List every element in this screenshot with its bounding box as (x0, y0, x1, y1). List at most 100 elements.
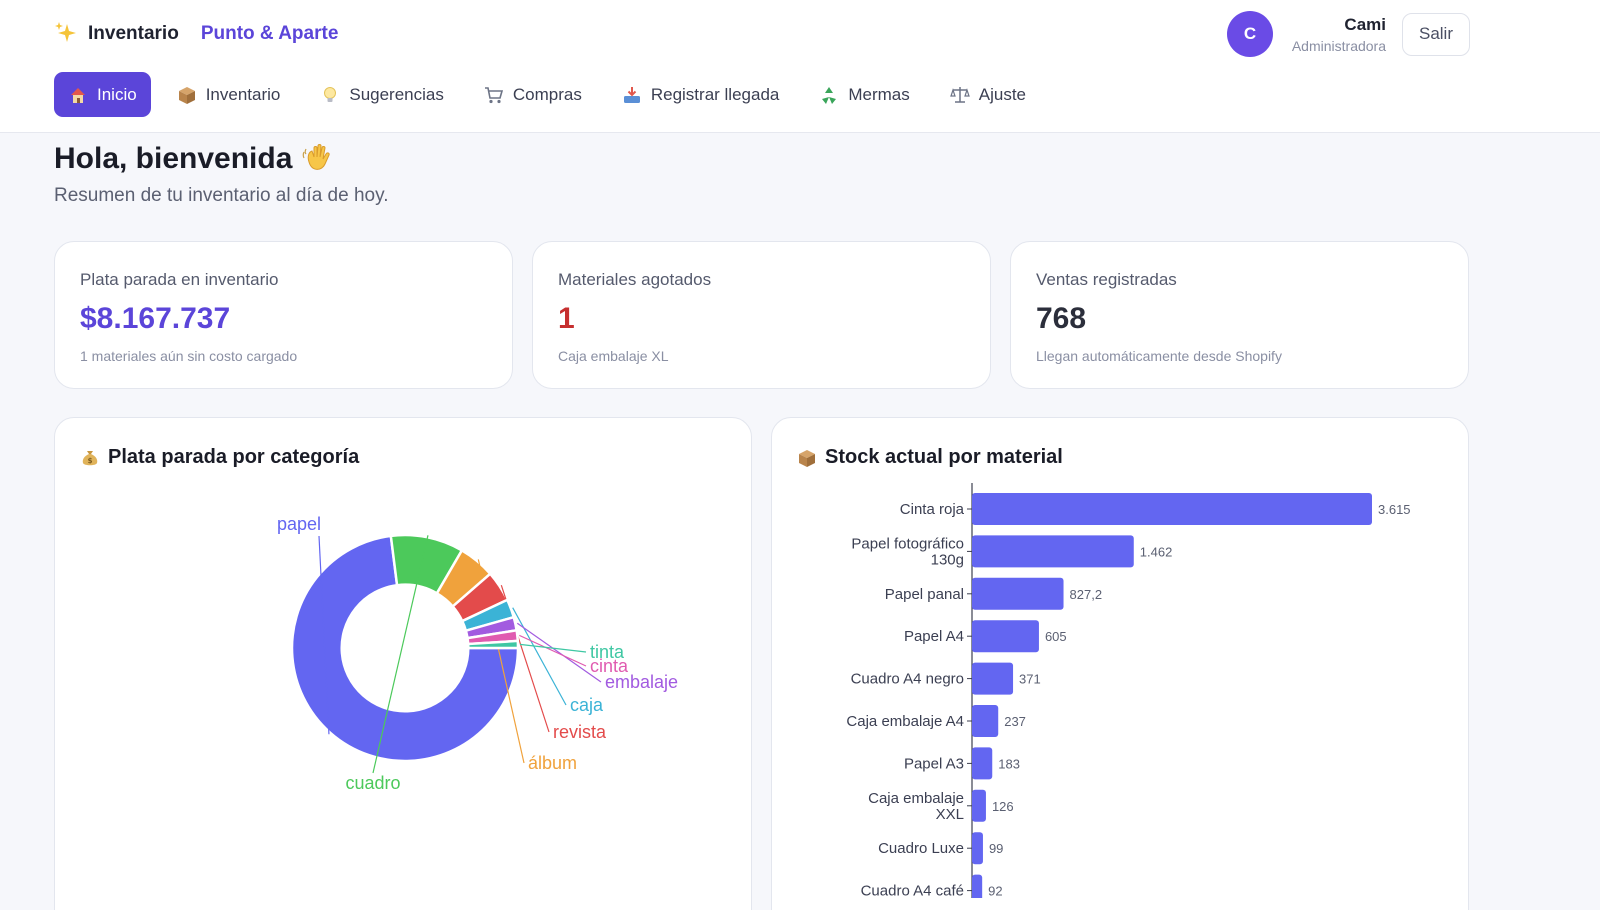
kpi-value: 1 (558, 302, 575, 335)
svg-text:$: $ (88, 457, 93, 465)
kpi-card-stock-value: Plata parada en inventario $8.167.737 1 … (54, 241, 513, 389)
bar-4[interactable] (972, 662, 1014, 695)
bar-category-label: XXL (936, 806, 964, 823)
bar-value-label: 99 (989, 841, 1003, 856)
kpi-card-sales: Ventas registradas 768 Llegan automática… (1010, 241, 1469, 389)
waving-hand-icon (303, 144, 331, 170)
bar-7[interactable] (972, 789, 986, 822)
box-icon (799, 449, 815, 467)
nav-label: Inicio (97, 84, 137, 104)
donut-leader-line (372, 535, 429, 774)
bar-8[interactable] (972, 832, 983, 865)
donut-label: papel (277, 514, 321, 534)
kpi-note: 1 materiales aún sin costo cargado (80, 348, 298, 364)
inbox-tray-icon (623, 86, 640, 103)
nav-label: Sugerencias (349, 84, 444, 104)
donut-label: álbum (528, 753, 577, 773)
bar-category-label: Papel A3 (904, 755, 964, 772)
kpi-label: Materiales agotados (558, 270, 712, 289)
donut-leader-line (512, 607, 567, 706)
category-chart-card: $ Plata parada por categoría papel cuadro… (54, 417, 752, 910)
bar-category-label: Cuadro A4 café (861, 883, 964, 898)
nav-item-sugerencias[interactable]: Sugerencias (306, 72, 458, 117)
stock-chart-card: Stock actual por material Cinta roja 3.61… (771, 417, 1469, 910)
bar-value-label: 3.615 (1378, 502, 1411, 517)
bar-category-label: Papel panal (885, 586, 964, 603)
app-name: Inventario (88, 23, 179, 44)
nav-item-inventario[interactable]: Inventario (163, 72, 295, 117)
page-title: Hola, bienvenida (54, 142, 293, 175)
kpi-note: Caja embalaje XL (558, 348, 669, 364)
lightbulb-icon (324, 86, 337, 102)
bar-category-label: Papel A4 (904, 628, 964, 645)
nav-label: Compras (512, 84, 582, 104)
donut-label: caja (570, 695, 604, 715)
kpi-label: Plata parada en inventario (80, 270, 279, 289)
bar-0[interactable] (972, 493, 1372, 525)
bar-category-label: Cinta roja (900, 501, 965, 518)
bar-2[interactable] (972, 577, 1064, 610)
donut-chart: papel cuadro álbum revista cajaembalajecinta… (277, 514, 678, 793)
bar-1[interactable] (972, 535, 1134, 568)
donut-label: revista (553, 722, 607, 742)
donut-leader-line (519, 634, 587, 667)
kpi-card-out-of-stock: Materiales agotados 1 Caja embalaje XL (532, 241, 991, 389)
chart-title: Stock actual por material (797, 446, 1443, 469)
user-info: Cami Administradora (1283, 15, 1386, 54)
donut-slice-0[interactable] (290, 534, 520, 763)
kpi-label: Ventas registradas (1036, 270, 1177, 289)
page-subtitle: Resumen de tu inventario al día de hoy. (54, 185, 389, 206)
bar-category-label: 130g (931, 551, 964, 568)
donut-leader-line (318, 535, 330, 735)
cart-icon (484, 86, 503, 103)
user-name: Cami (1344, 14, 1386, 34)
kpi-value: $8.167.737 (80, 302, 231, 335)
donut-slice-7[interactable] (466, 639, 520, 650)
bar-value-label: 92 (988, 884, 1002, 898)
chart-title: $ Plata parada por categoría (80, 446, 726, 469)
bar-category-label: Cuadro Luxe (878, 840, 964, 857)
bar-value-label: 183 (998, 756, 1020, 771)
bar-value-label: 605 (1045, 629, 1067, 644)
kpi-note: Llegan automáticamente desde Shopify (1036, 348, 1282, 364)
bar-9[interactable] (972, 874, 983, 898)
bar-category-label: Caja embalaje A4 (846, 713, 964, 730)
greeting: Hola, bienvenida (54, 142, 334, 176)
nav-item-compras[interactable]: Compras (470, 72, 596, 117)
nav-label: Inventario (205, 84, 281, 104)
recycle-icon (822, 86, 837, 104)
bar-category-label: Papel fotográfico (851, 535, 964, 552)
bar-value-label: 371 (1019, 672, 1041, 687)
bar-value-label: 827,2 (1070, 587, 1103, 602)
avatar[interactable]: C (1227, 11, 1273, 57)
donut-label: cuadro (345, 773, 400, 793)
brand[interactable]: Inventario Punto & Aparte (54, 20, 338, 48)
nav-label: Ajuste (978, 84, 1027, 104)
house-icon (71, 87, 85, 103)
nav-item-inicio[interactable]: Inicio (54, 72, 151, 117)
nav-item-registrar-llegada[interactable]: Registrar llegada (608, 72, 794, 117)
bar-value-label: 1.462 (1140, 544, 1173, 559)
box-icon (178, 86, 195, 104)
logout-button[interactable]: Salir (1402, 12, 1470, 56)
nav-item-mermas[interactable]: Mermas (805, 72, 923, 117)
nav-item-ajuste[interactable]: Ajuste (936, 72, 1040, 117)
donut-leader-line (519, 643, 587, 653)
main-nav: Inicio Inventario Sugerencias Compras (54, 72, 1040, 117)
bar-6[interactable] (972, 747, 993, 780)
donut-label: cinta (590, 656, 629, 676)
store-name: Punto & Aparte (200, 23, 339, 44)
bar-category-label: Cuadro A4 negro (851, 671, 964, 688)
bar-3[interactable] (972, 620, 1039, 653)
donut-label: tinta (590, 642, 625, 662)
kpi-value: 768 (1036, 302, 1087, 335)
chart-title-text: Plata parada por categoría (108, 446, 360, 468)
bar-value-label: 237 (1004, 714, 1026, 729)
nav-label: Mermas (848, 84, 910, 104)
chart-title-text: Stock actual por material (825, 446, 1063, 468)
bar-5[interactable] (972, 705, 999, 737)
bar-category-label: Caja embalaje (868, 790, 964, 807)
user-role: Administradora (1291, 37, 1386, 54)
money-bag-icon: $ (82, 450, 98, 465)
